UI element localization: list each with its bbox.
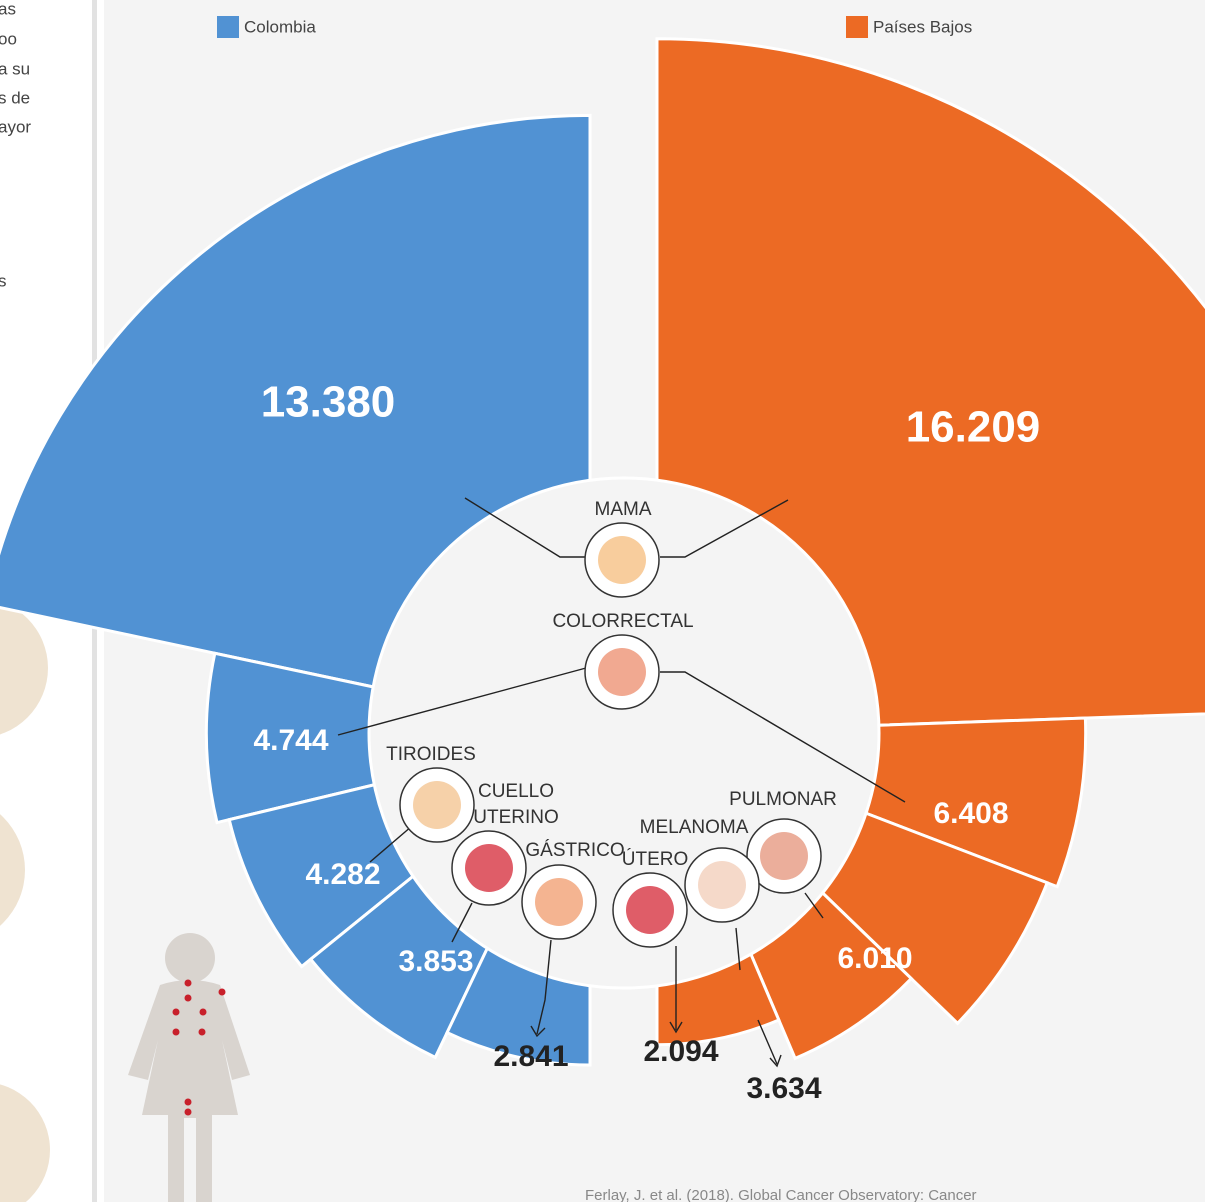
leader-line [804, 892, 824, 919]
value-label: 6.408 [933, 797, 1008, 830]
value-labels: 13.380 4.744 4.282 3.853 2.841 16.209 6.408 6.0… [253, 378, 1040, 1105]
leader-line [369, 825, 413, 863]
legend: Colombia Países Bajos [217, 16, 972, 38]
side-text-line: s de [0, 88, 30, 107]
arrow [769, 1054, 782, 1068]
figure-head [165, 933, 215, 983]
category-label: MELANOMA [640, 817, 749, 838]
icon-glyph [535, 878, 583, 926]
deco-circle [0, 1084, 50, 1202]
deco-circle [0, 814, 25, 926]
icon-glyph [465, 844, 513, 892]
arrow [530, 1025, 546, 1038]
value-label: 2.841 [493, 1040, 568, 1073]
leader-line [337, 667, 587, 736]
leaders [337, 497, 906, 1068]
icon-glyph [626, 886, 674, 934]
value-label: 4.282 [305, 858, 380, 891]
figure-dots [172, 979, 226, 1116]
legend-swatch [217, 16, 239, 38]
category-label: COLORRECTAL [552, 611, 693, 632]
category-label: ÚTERO [622, 848, 689, 870]
side-text-line: ayor [0, 117, 31, 136]
leader-line [660, 499, 789, 558]
value-label: 3.634 [746, 1072, 821, 1105]
icon-glyph [413, 781, 461, 829]
side-text-line: oo [0, 29, 17, 48]
legend-swatch [846, 16, 868, 38]
leader-line [757, 1019, 778, 1065]
value-label: 6.010 [837, 942, 912, 975]
category-label: TIROIDES [386, 744, 476, 765]
value-label: 16.209 [906, 403, 1041, 452]
icon-glyph [598, 648, 646, 696]
side-text-line: s [0, 271, 7, 290]
category-label: GÁSTRICO [525, 840, 624, 861]
icons: MAMA COLORRECTAL TIROIDES CUELLO UTERINO GÁST… [386, 499, 837, 948]
figure-body [128, 980, 250, 1202]
side-text-line: as [0, 0, 16, 18]
leader-line [660, 671, 906, 803]
icon-glyph [698, 861, 746, 909]
side-text: as oo a su s de ayor s [0, 0, 31, 290]
icon-glyph [598, 536, 646, 584]
leader-line [536, 939, 552, 1035]
legend-label: Países Bajos [873, 17, 972, 36]
icon-glyph [760, 832, 808, 880]
category-label: CUELLO UTERINO [473, 781, 559, 828]
arrow [669, 1021, 683, 1034]
category-label: PULMONAR [729, 789, 837, 810]
value-label: 2.094 [643, 1035, 718, 1068]
value-label: 13.380 [261, 378, 396, 427]
leader-line [735, 927, 741, 971]
side-text-line: a su [0, 59, 30, 78]
leader-line [451, 902, 473, 943]
value-label: 3.853 [398, 945, 473, 978]
value-label: 4.744 [253, 724, 328, 757]
leader-line [464, 497, 586, 558]
category-label: MAMA [595, 499, 652, 520]
deco-circle [0, 601, 48, 735]
legend-label: Colombia [244, 17, 316, 36]
source: Ferlay, J. et al. (2018). Global Cancer … [585, 1187, 977, 1202]
woman-figure [128, 933, 250, 1202]
